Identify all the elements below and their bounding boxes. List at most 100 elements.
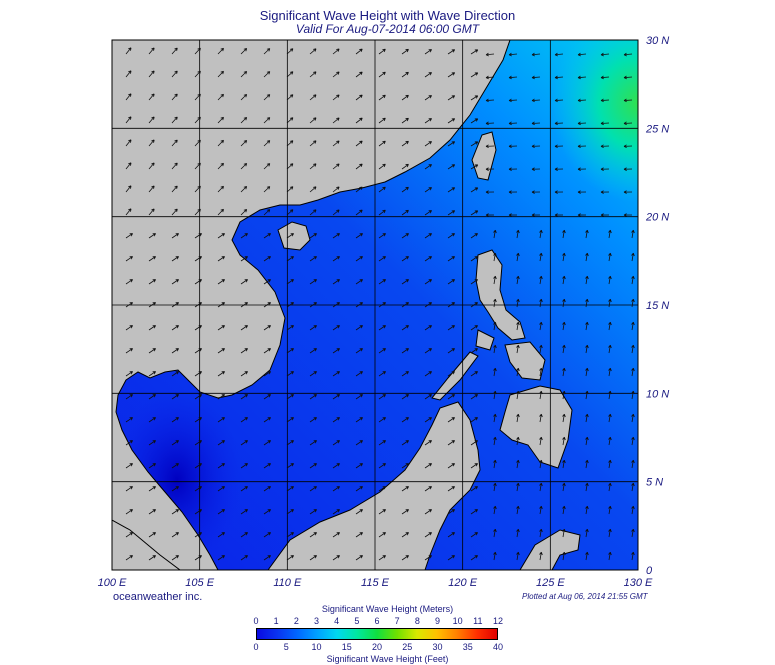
wave-arrow	[286, 48, 294, 55]
wave-arrow	[631, 413, 635, 423]
wave-arrow	[493, 298, 497, 308]
wave-arrow	[447, 302, 455, 308]
wave-arrow	[516, 275, 520, 285]
wave-arrow	[194, 208, 201, 216]
wave-arrow	[263, 371, 271, 377]
wave-arrow	[424, 394, 432, 400]
wave-arrow	[539, 229, 543, 239]
wave-arrow	[562, 459, 566, 469]
wave-arrow	[217, 302, 225, 308]
wave-arrow	[194, 509, 202, 515]
wave-arrow	[516, 390, 520, 400]
wave-arrow	[125, 185, 132, 193]
wave-arrow	[240, 394, 248, 400]
wave-arrow	[631, 528, 635, 538]
wave-arrow	[125, 509, 133, 515]
wave-arrow	[401, 417, 409, 423]
wave-arrow	[600, 144, 610, 149]
wave-arrow	[332, 71, 340, 78]
wave-arrow	[562, 413, 566, 423]
wave-arrow	[585, 482, 589, 492]
wave-arrow	[485, 75, 495, 80]
wave-arrow	[355, 417, 363, 423]
wave-arrow	[493, 229, 497, 239]
wave-arrow	[355, 140, 363, 147]
wave-arrow	[539, 551, 543, 561]
colorbar-meter-label: 2	[293, 616, 299, 626]
colorbar-meter-label: 1	[273, 616, 279, 626]
wave-arrow	[531, 52, 541, 57]
wave-arrow	[171, 555, 179, 561]
wave-arrow	[148, 509, 156, 515]
wave-arrow	[355, 371, 363, 377]
wave-arrow	[493, 551, 497, 561]
wave-arrow	[263, 233, 271, 239]
wave-arrow	[401, 279, 409, 285]
wave-arrow	[286, 555, 294, 561]
lat-lon-grid	[112, 40, 638, 570]
wave-arrow	[355, 256, 363, 262]
wave-arrow	[608, 551, 612, 561]
wave-arrow	[539, 321, 543, 331]
wave-arrow	[171, 371, 179, 377]
wave-arrow	[332, 371, 340, 377]
chart-subtitle: Valid For Aug-07-2014 06:00 GMT	[295, 22, 480, 36]
wave-arrow	[125, 139, 132, 147]
wave-arrow	[194, 417, 202, 423]
wave-arrow	[378, 71, 386, 78]
wave-arrow	[577, 98, 587, 103]
wave-arrow	[401, 371, 409, 377]
wave-arrow	[470, 509, 478, 515]
wave-arrow	[286, 279, 294, 285]
wave-arrow	[148, 486, 156, 492]
colorbar-meter-label: 4	[334, 616, 340, 626]
wave-arrow	[623, 190, 633, 194]
wave-arrow	[577, 121, 587, 126]
wave-arrow	[332, 140, 340, 147]
wave-arrow	[263, 209, 271, 216]
wave-arrow	[623, 167, 633, 171]
wave-arrow	[171, 47, 178, 55]
colorbar-feet-label: 30	[432, 642, 443, 652]
wave-arrow	[608, 252, 612, 262]
wave-arrow	[194, 256, 202, 262]
wave-arrow	[600, 190, 610, 194]
wave-arrow	[378, 394, 386, 400]
wave-arrow	[516, 482, 520, 492]
wave-arrow	[125, 233, 133, 239]
wave-arrow	[470, 463, 478, 469]
wave-arrow	[585, 275, 589, 285]
wave-arrow	[447, 509, 455, 515]
wave-arrow	[125, 371, 133, 377]
colorbar-title-meters: Significant Wave Height (Meters)	[321, 604, 454, 614]
wave-arrow	[332, 233, 340, 239]
wave-arrow	[516, 298, 520, 308]
wave-arrow	[447, 325, 455, 331]
wave-arrow	[447, 348, 455, 354]
wave-arrow	[263, 555, 271, 561]
wave-arrow	[309, 163, 317, 170]
wave-arrow	[447, 210, 456, 216]
land-luzon	[475, 249, 526, 341]
wave-arrow	[171, 162, 178, 170]
wave-direction-arrows	[125, 47, 635, 561]
wave-arrow	[194, 325, 202, 331]
wave-arrow	[355, 279, 363, 285]
wave-arrow	[401, 163, 409, 170]
wave-arrow	[508, 213, 518, 217]
wave-arrow	[378, 279, 386, 285]
colorbar-meter-label: 9	[434, 616, 441, 626]
wave-arrow	[531, 144, 541, 149]
wave-arrow	[401, 532, 409, 538]
wave-arrow	[577, 213, 587, 217]
wave-arrow	[240, 555, 248, 561]
wave-arrow	[516, 528, 520, 538]
wave-arrow	[447, 164, 456, 170]
wave-arrow	[401, 486, 409, 492]
wave-arrow	[332, 532, 340, 538]
wave-arrow	[263, 486, 271, 492]
wave-arrow	[194, 302, 202, 308]
wave-arrow	[631, 229, 635, 239]
wave-arrow	[355, 394, 363, 400]
credit-text: oceanweather inc.	[113, 591, 203, 603]
